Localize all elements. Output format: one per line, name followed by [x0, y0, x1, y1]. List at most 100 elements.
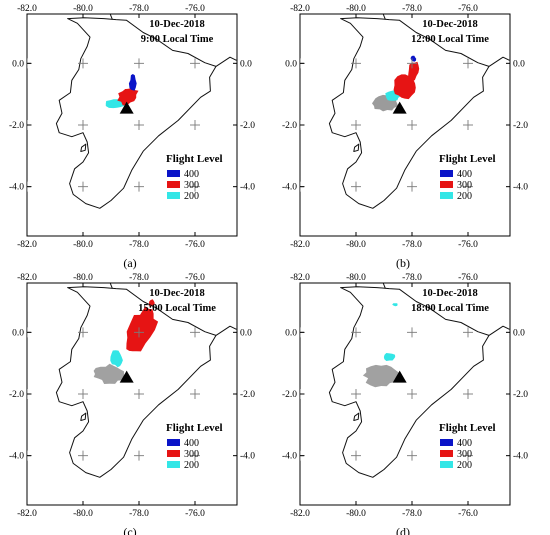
legend-label-400: 400: [457, 169, 472, 180]
y-tick-label-left: -4.0: [282, 183, 297, 193]
y-tick-label-right: -2.0: [240, 121, 255, 131]
y-tick-label-right: -4.0: [240, 452, 255, 462]
x-tick-label-bottom: -80.0: [346, 240, 366, 250]
legend-heading: Flight Level: [439, 153, 496, 165]
legend-label-400: 400: [184, 438, 199, 449]
legend-swatch-200: [440, 461, 453, 468]
island-outline: [80, 412, 87, 421]
legend-label-400: 400: [457, 438, 472, 449]
x-tick-label-bottom: -82.0: [290, 240, 310, 250]
x-tick-label-bottom: -78.0: [402, 509, 422, 519]
y-tick-label-right: -4.0: [513, 183, 528, 193]
y-tick-label-left: -2.0: [9, 390, 24, 400]
x-tick-label-top: -82.0: [290, 273, 310, 283]
map-frame: [299, 13, 511, 237]
ash-cloud-surface: [362, 364, 401, 388]
x-tick-label-bottom: -76.0: [185, 240, 205, 250]
ash-cloud-surface: [93, 363, 125, 384]
x-tick-label-bottom: -82.0: [17, 509, 37, 519]
border-line: [382, 283, 386, 289]
y-tick-label-right: -2.0: [513, 390, 528, 400]
x-tick-label-bottom: -80.0: [346, 509, 366, 519]
x-tick-label-bottom: -78.0: [129, 509, 149, 519]
legend-label-200: 200: [184, 191, 199, 202]
y-tick-label-right: -2.0: [240, 390, 255, 400]
panel-time: 18:00 Local Time: [411, 303, 489, 314]
legend-swatch-300: [167, 450, 180, 457]
map-panel-d: -82.0 -82.0 -80.0 -80.0 -78.0 -78.0 -76.0 -76.0…: [282, 273, 528, 535]
ash-cloud-200: [110, 350, 123, 368]
x-tick-label-bottom: -76.0: [458, 509, 478, 519]
x-tick-label-bottom: -76.0: [458, 240, 478, 250]
legend-heading: Flight Level: [439, 422, 496, 434]
country-outline: [55, 17, 217, 209]
x-tick-label-bottom: -82.0: [17, 240, 37, 250]
ash-cloud-400: [410, 55, 417, 62]
border-line: [109, 14, 113, 20]
volcano-marker-icon: [119, 101, 134, 114]
x-tick-label-top: -76.0: [185, 4, 205, 14]
legend-swatch-300: [440, 181, 453, 188]
border-line: [488, 325, 510, 336]
ash-cloud-200: [392, 303, 398, 307]
x-tick-label-top: -80.0: [73, 273, 93, 283]
x-tick-label-top: -80.0: [73, 4, 93, 14]
country-outline: [55, 286, 217, 478]
ash-cloud-400: [128, 74, 137, 91]
x-tick-label-bottom: -78.0: [402, 240, 422, 250]
legend-swatch-200: [440, 192, 453, 199]
x-tick-label-bottom: -82.0: [290, 509, 310, 519]
y-tick-label-right: -2.0: [513, 121, 528, 131]
x-tick-label-top: -82.0: [17, 273, 37, 283]
legend-swatch-200: [167, 461, 180, 468]
ash-cloud-300: [393, 74, 416, 100]
y-tick-label-left: -2.0: [282, 121, 297, 131]
legend-heading: Flight Level: [166, 153, 223, 165]
panel-time: 9:00 Local Time: [141, 34, 214, 45]
panel-caption: (b): [396, 256, 410, 270]
x-tick-label-bottom: -80.0: [73, 240, 93, 250]
y-tick-label-left: -4.0: [9, 183, 24, 193]
x-tick-label-top: -82.0: [17, 4, 37, 14]
y-tick-label-left: -4.0: [9, 452, 24, 462]
panel-date: 10-Dec-2018: [149, 19, 204, 30]
x-tick-label-bottom: -76.0: [185, 509, 205, 519]
legend-label-300: 300: [184, 449, 199, 460]
x-tick-label-top: -80.0: [346, 4, 366, 14]
volcano-marker-icon: [119, 370, 134, 383]
x-tick-label-top: -78.0: [402, 4, 422, 14]
y-tick-label-right: 0.0: [240, 328, 252, 338]
x-tick-label-top: -76.0: [458, 4, 478, 14]
legend-label-300: 300: [457, 180, 472, 191]
y-tick-label-right: 0.0: [240, 59, 252, 69]
legend-heading: Flight Level: [166, 422, 223, 434]
border-line: [382, 14, 386, 20]
panel-time: 15:00 Local Time: [138, 303, 216, 314]
ash-cloud-300: [126, 306, 159, 352]
border-line: [215, 325, 237, 336]
panel-time: 12:00 Local Time: [411, 34, 489, 45]
y-tick-label-left: -4.0: [282, 452, 297, 462]
map-panel-a: -82.0 -82.0 -80.0 -80.0 -78.0 -78.0 -76.0 -76.0…: [9, 4, 255, 270]
y-tick-label-right: -4.0: [240, 183, 255, 193]
ash-cloud-300: [117, 88, 139, 106]
island-outline: [353, 412, 360, 421]
panel-date: 10-Dec-2018: [422, 288, 477, 299]
map-frame: [26, 13, 238, 237]
panel-caption: (d): [396, 525, 410, 535]
border-line: [488, 56, 510, 67]
legend-label-200: 200: [457, 191, 472, 202]
y-tick-label-left: 0.0: [285, 328, 297, 338]
legend-label-300: 300: [457, 449, 472, 460]
y-tick-label-left: 0.0: [12, 328, 24, 338]
legend-swatch-400: [440, 439, 453, 446]
x-tick-label-top: -78.0: [129, 4, 149, 14]
y-tick-label-left: 0.0: [285, 59, 297, 69]
x-tick-label-bottom: -78.0: [129, 240, 149, 250]
y-tick-label-left: -2.0: [9, 121, 24, 131]
